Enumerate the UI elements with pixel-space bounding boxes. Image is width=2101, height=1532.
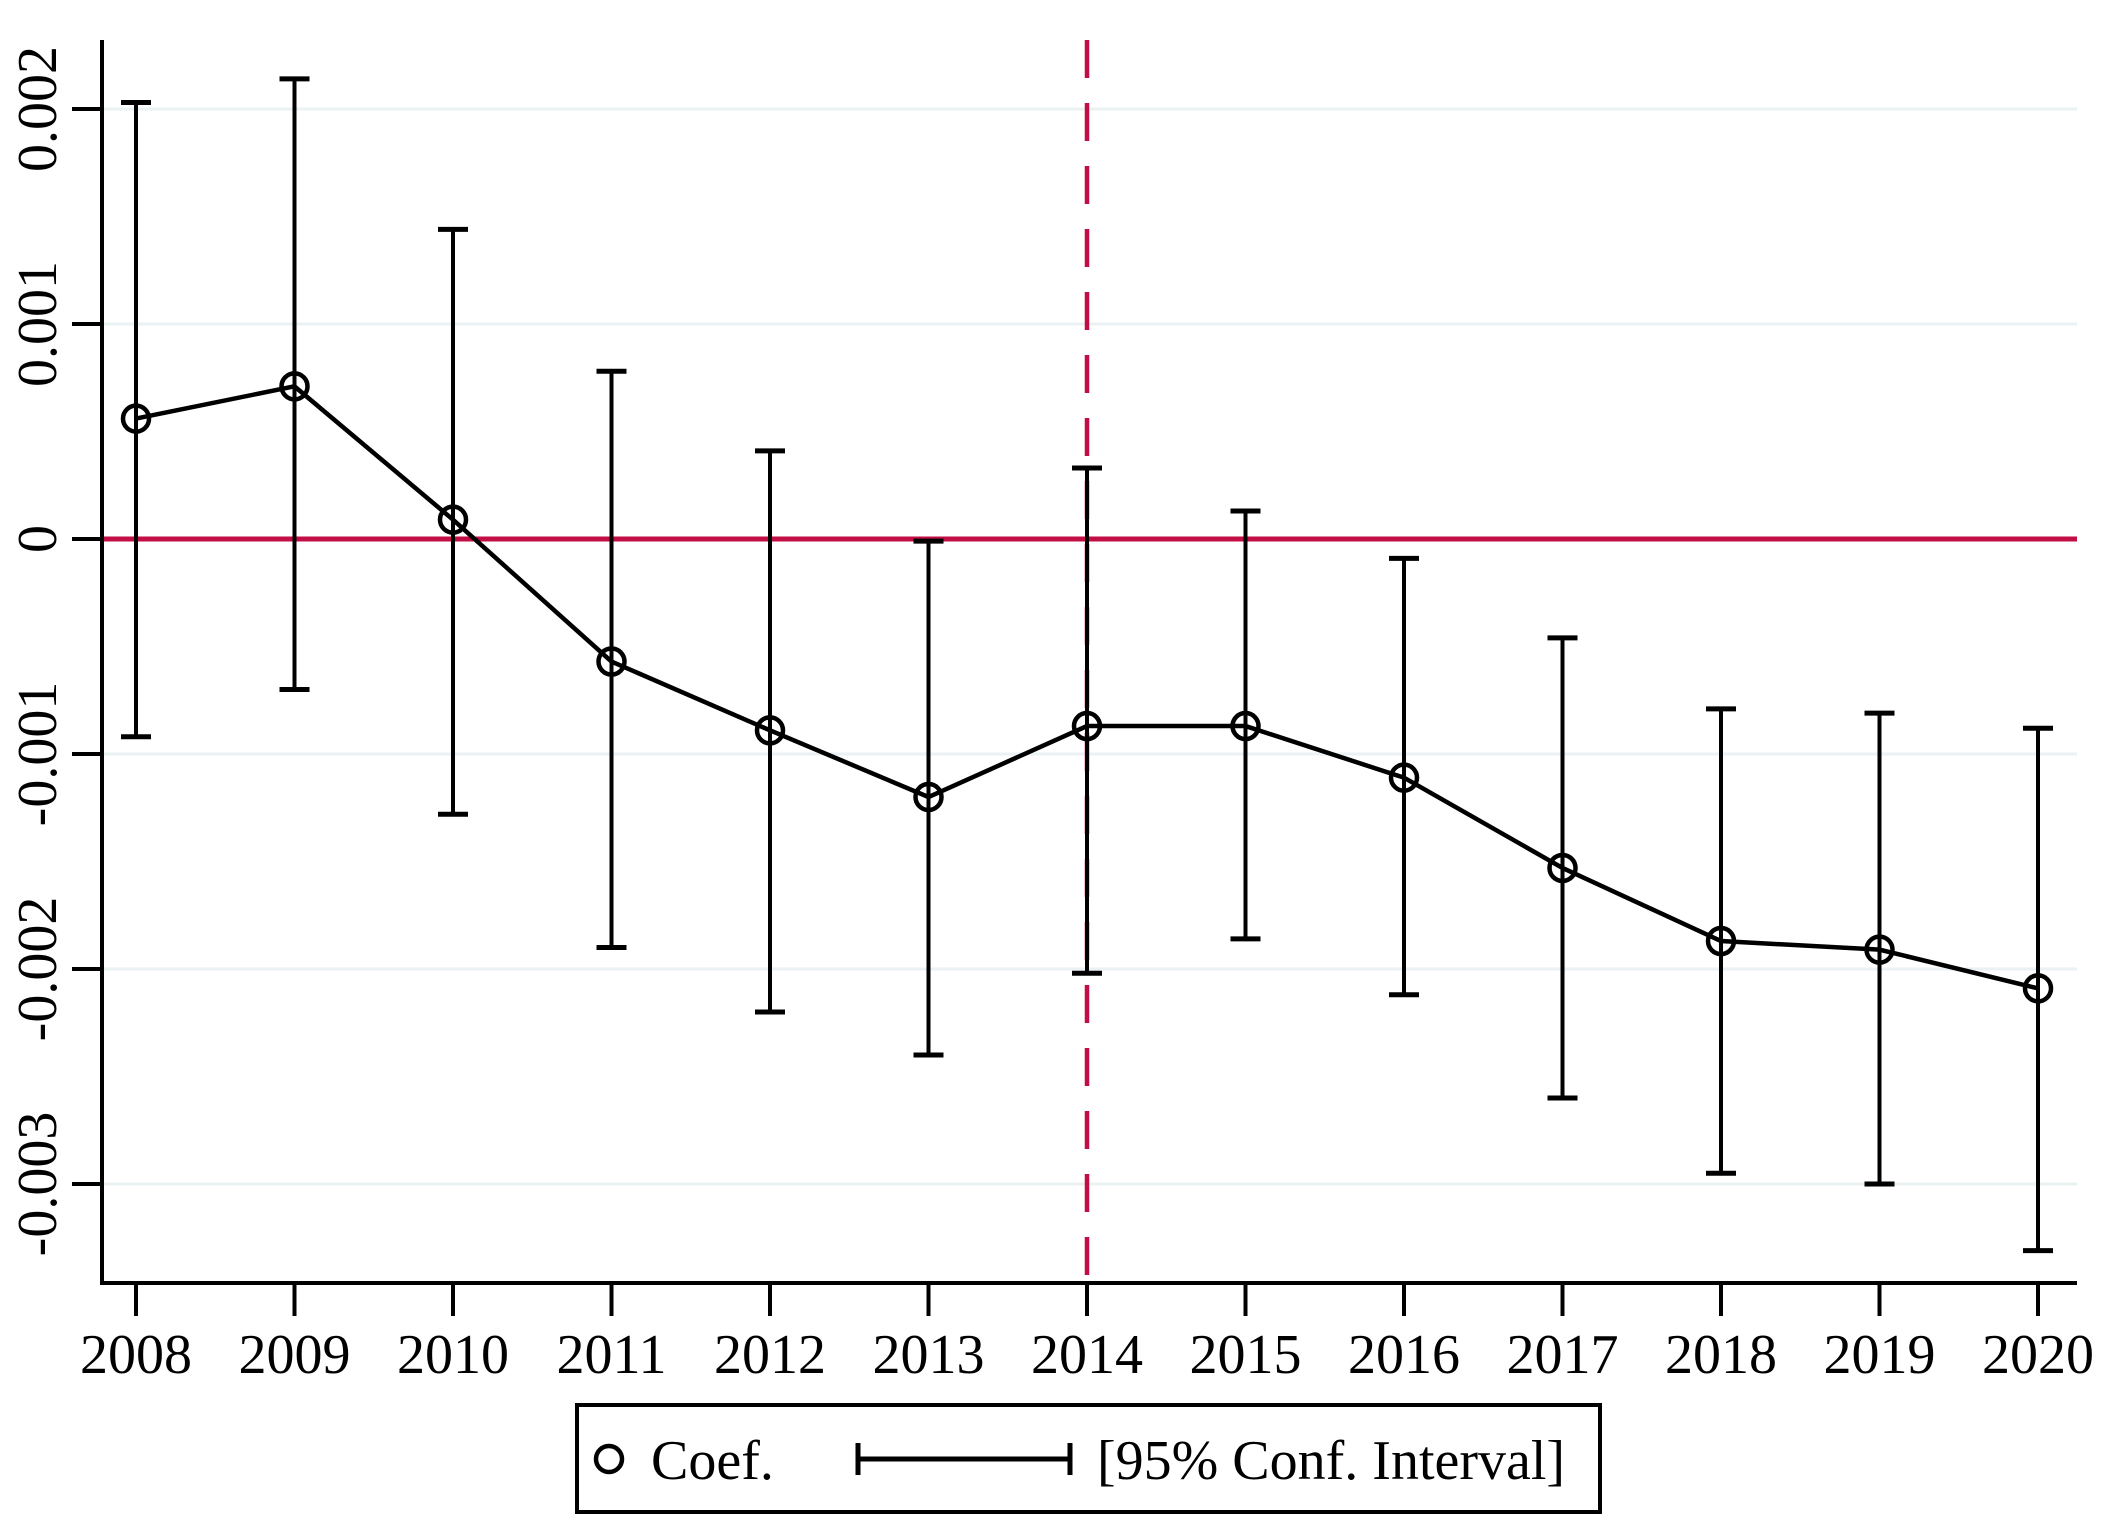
x-axis-label-2013: 2013 — [873, 1324, 985, 1386]
ci-errorbar-2014 — [1072, 465, 1102, 976]
coef-marker-2012 — [754, 715, 786, 746]
x-axis-label-2015: 2015 — [1190, 1324, 1302, 1386]
y-axis-label--0.001: -0.001 — [7, 682, 69, 827]
legend-box — [575, 1403, 1602, 1514]
coef-marker-2008 — [120, 403, 152, 434]
x-axis-label-2016: 2016 — [1348, 1324, 1460, 1386]
coef-marker-2016 — [1388, 762, 1420, 793]
coef-marker-2015 — [1230, 710, 1261, 742]
y-axis-label-0.001: 0.001 — [7, 261, 69, 387]
legend-ci-sample-icon — [855, 1443, 1073, 1475]
coef-marker-2009 — [279, 371, 310, 402]
x-axis-label-2011: 2011 — [557, 1324, 667, 1386]
legend: Coef. [95% Conf. Interval] — [575, 1403, 1602, 1514]
coefficient-line — [135, 383, 2039, 991]
y-axis-label--0.003: -0.003 — [7, 1112, 69, 1257]
x-axis-label-2010: 2010 — [397, 1324, 509, 1386]
y-axis-label-0.002: 0.002 — [7, 46, 69, 172]
coef-marker-2019 — [1864, 934, 1895, 965]
x-axis-label-2017: 2017 — [1507, 1324, 1619, 1386]
y-axis-label--0.002: -0.002 — [7, 897, 69, 1042]
ci-errorbar-2008 — [121, 100, 151, 740]
ci-errorbar-2020 — [2023, 725, 2053, 1254]
coef-marker-2011 — [596, 646, 627, 677]
legend-ci-label: [95% Conf. Interval] — [1097, 1430, 1565, 1492]
x-axis-label-2020: 2020 — [1982, 1324, 2094, 1386]
legend-circle-icon — [593, 1443, 625, 1475]
x-axis-label-2019: 2019 — [1824, 1324, 1936, 1386]
coef-marker-2020 — [2022, 973, 2054, 1004]
x-axis-label-2009: 2009 — [239, 1324, 351, 1386]
x-axis-label-2008: 2008 — [80, 1324, 192, 1386]
x-axis-label-2014: 2014 — [1031, 1324, 1143, 1386]
y-axis-label-0: 0 — [7, 525, 69, 553]
x-axis-label-2018: 2018 — [1665, 1324, 1777, 1386]
coef-marker-2017 — [1547, 852, 1578, 884]
coef-marker-2018 — [1705, 925, 1737, 957]
coef-marker-2014 — [1071, 710, 1103, 742]
coef-marker-2013 — [913, 781, 944, 813]
x-axis-label-2012: 2012 — [714, 1324, 826, 1386]
coef-marker-2010 — [437, 504, 469, 535]
legend-coef-label: Coef. — [651, 1430, 774, 1492]
